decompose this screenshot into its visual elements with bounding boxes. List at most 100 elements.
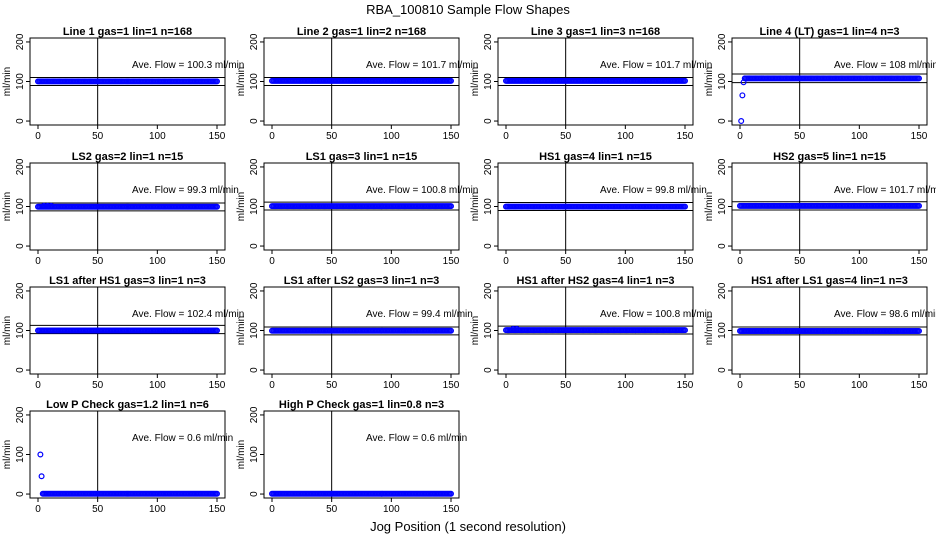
- panel-title: HS2 gas=5 lin=1 n=15: [773, 151, 886, 163]
- x-tick-label: 100: [617, 380, 634, 391]
- y-tick-label: 0: [483, 367, 494, 373]
- panel-1: Line 1 gas=1 lin=1 n=168 0 50 100 150 0 100 200…: [2, 26, 244, 142]
- data-point: [681, 77, 688, 84]
- x-tick-label: 100: [851, 256, 868, 267]
- y-tick-label: 200: [249, 158, 260, 175]
- x-tick-label: 150: [911, 131, 928, 142]
- panel-title: Line 1 gas=1 lin=1 n=168: [63, 26, 192, 38]
- y-tick-label: 0: [717, 118, 728, 124]
- y-axis-label: ml/min: [704, 67, 715, 96]
- x-tick-label: 50: [326, 131, 338, 142]
- x-tick-label: 0: [35, 504, 41, 515]
- x-tick-label: 50: [560, 380, 572, 391]
- data-series: [34, 202, 221, 210]
- x-tick-label: 150: [677, 256, 694, 267]
- panel-title: HS1 after LS1 gas=4 lin=1 n=3: [751, 275, 908, 287]
- x-tick-label: 100: [149, 131, 166, 142]
- y-tick-label: 0: [249, 367, 260, 373]
- y-tick-label: 0: [483, 243, 494, 249]
- y-tick-label: 100: [249, 322, 260, 339]
- x-tick-label: 0: [503, 131, 509, 142]
- x-tick-label: 150: [677, 131, 694, 142]
- x-tick-label: 0: [269, 131, 275, 142]
- panel-10: LS1 after LS2 gas=3 lin=1 n=3 0 50 100 150 0 1…: [236, 275, 473, 391]
- panel-title: HS1 gas=4 lin=1 n=15: [539, 151, 652, 163]
- x-tick-label: 0: [737, 256, 743, 267]
- x-tick-label: 100: [383, 131, 400, 142]
- panel-title: HS1 after HS2 gas=4 lin=1 n=3: [516, 275, 674, 287]
- x-tick-label: 50: [92, 380, 104, 391]
- y-axis-label: ml/min: [2, 440, 13, 469]
- y-axis-label: ml/min: [470, 192, 481, 221]
- y-tick-label: 0: [249, 491, 260, 497]
- x-tick-label: 150: [911, 256, 928, 267]
- y-tick-label: 100: [249, 198, 260, 215]
- panel-14: High P Check gas=1 lin=0.8 n=3 0 50 100 150 0…: [236, 399, 467, 515]
- x-tick-label: 50: [92, 131, 104, 142]
- panel-title: LS1 after LS2 gas=3 lin=1 n=3: [284, 275, 440, 287]
- y-tick-label: 0: [249, 118, 260, 124]
- x-tick-label: 0: [269, 256, 275, 267]
- average-flow-annotation: Ave. Flow = 108 ml/min: [834, 60, 936, 71]
- data-point: [448, 203, 455, 210]
- data-series: [503, 203, 688, 210]
- data-series: [738, 75, 922, 125]
- panel-9: LS1 after HS1 gas=3 lin=1 n=3 0 50 100 150 0 1…: [2, 275, 244, 391]
- panel-12: HS1 after LS1 gas=4 lin=1 n=3 0 50 100 150 0 1…: [704, 275, 936, 391]
- y-tick-label: 100: [717, 73, 728, 90]
- y-tick-label: 100: [249, 446, 260, 463]
- y-tick-label: 0: [717, 243, 728, 249]
- x-tick-label: 0: [269, 380, 275, 391]
- y-tick-label: 200: [249, 406, 260, 423]
- data-point: [681, 203, 688, 210]
- x-tick-label: 0: [269, 504, 275, 515]
- panel-title: Line 2 gas=1 lin=2 n=168: [297, 26, 426, 38]
- data-point: [448, 77, 455, 84]
- x-tick-label: 0: [737, 380, 743, 391]
- y-tick-label: 200: [483, 33, 494, 50]
- y-tick-label: 0: [717, 367, 728, 373]
- data-point: [739, 92, 746, 99]
- x-tick-label: 100: [149, 504, 166, 515]
- x-tick-label: 100: [617, 131, 634, 142]
- average-flow-annotation: Ave. Flow = 0.6 ml/min: [132, 433, 233, 444]
- y-tick-label: 0: [483, 118, 494, 124]
- data-series: [503, 325, 688, 334]
- y-tick-label: 200: [15, 282, 26, 299]
- y-tick-label: 100: [15, 198, 26, 215]
- average-flow-annotation: Ave. Flow = 100.8 ml/min: [600, 309, 712, 320]
- y-axis-label: ml/min: [236, 67, 247, 96]
- panel-7: HS1 gas=4 lin=1 n=15 0 50 100 150 0 100 200 ml/m…: [470, 151, 707, 267]
- x-tick-label: 0: [35, 256, 41, 267]
- x-tick-label: 100: [149, 256, 166, 267]
- y-tick-label: 100: [483, 322, 494, 339]
- panel-4: Line 4 (LT) gas=1 lin=4 n=3 0 50 100 150 0 100…: [704, 26, 936, 142]
- y-axis-label: ml/min: [236, 316, 247, 345]
- data-series: [736, 328, 922, 335]
- x-tick-label: 100: [383, 504, 400, 515]
- x-tick-label: 0: [503, 256, 509, 267]
- panel-6: LS1 gas=3 lin=1 n=15 0 50 100 150 0 100 200 ml/m…: [236, 151, 478, 267]
- plot-frame: [731, 37, 928, 126]
- y-axis-label: ml/min: [236, 440, 247, 469]
- y-tick-label: 200: [249, 33, 260, 50]
- panel-8: HS2 gas=5 lin=1 n=15 0 50 100 150 0 100 200 ml/m…: [704, 151, 936, 267]
- figure-title: RBA_100810 Sample Flow Shapes: [366, 2, 570, 17]
- data-series: [269, 203, 455, 210]
- x-tick-label: 0: [35, 131, 41, 142]
- x-tick-label: 150: [209, 131, 226, 142]
- data-point: [37, 451, 44, 458]
- y-axis-label: ml/min: [704, 316, 715, 345]
- y-tick-label: 200: [15, 158, 26, 175]
- y-tick-label: 100: [717, 198, 728, 215]
- x-tick-label: 100: [851, 131, 868, 142]
- data-point: [915, 202, 922, 209]
- y-tick-label: 200: [15, 33, 26, 50]
- x-tick-label: 50: [326, 256, 338, 267]
- average-flow-annotation: Ave. Flow = 101.7 ml/min: [834, 185, 936, 196]
- y-axis-label: ml/min: [470, 67, 481, 96]
- data-series: [34, 78, 221, 85]
- panels-container: Line 1 gas=1 lin=1 n=168 0 50 100 150 0 100 200…: [2, 26, 936, 515]
- data-series: [503, 77, 688, 84]
- x-tick-label: 50: [92, 504, 104, 515]
